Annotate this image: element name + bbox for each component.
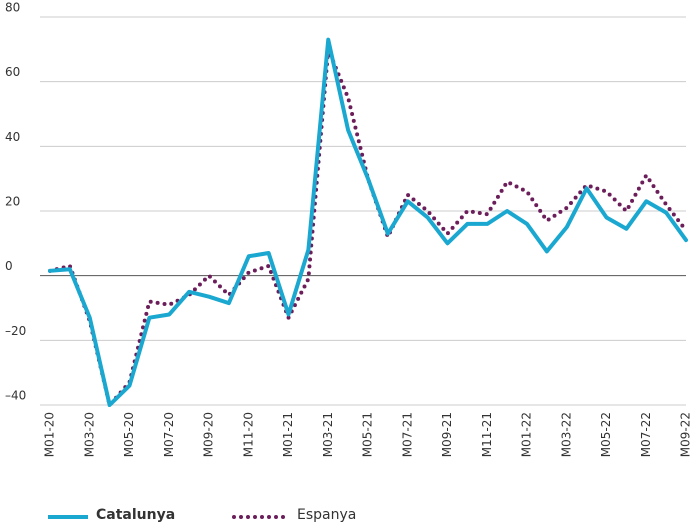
x-tick-label: M11-21 [480, 412, 494, 457]
x-tick-label: M01-22 [520, 412, 534, 457]
y-tick-label: –40 [5, 389, 26, 403]
x-tick-label: M11-20 [241, 412, 255, 457]
x-tick-label: M07-22 [639, 412, 653, 457]
x-tick-label: M09-21 [440, 412, 454, 457]
series-line [48, 47, 688, 407]
x-tick-label: M03-21 [321, 412, 335, 457]
y-tick-label: –20 [5, 324, 26, 338]
x-tick-label: M01-20 [43, 412, 57, 457]
x-tick-label: M07-21 [400, 412, 414, 457]
y-tick-label: 0 [5, 259, 13, 273]
x-tick-label: M05-20 [122, 412, 136, 457]
x-tick-label: M05-22 [599, 412, 613, 457]
y-tick-label: 60 [5, 65, 20, 79]
series-line [48, 37, 688, 407]
x-tick-label: M03-22 [559, 412, 573, 457]
x-tick-label: M05-21 [361, 412, 375, 457]
x-tick-label: M09-22 [679, 412, 693, 457]
x-tick-label: M09-20 [202, 412, 216, 457]
y-tick-label: 20 [5, 195, 20, 209]
y-tick-label: 80 [5, 1, 20, 15]
y-tick-label: 40 [5, 130, 20, 144]
legend-label: Catalunya [96, 507, 175, 523]
x-tick-label: M07-20 [162, 412, 176, 457]
legend-label: Espanya [297, 507, 356, 523]
x-tick-label: M01-21 [281, 412, 295, 457]
x-tick-label: M03-20 [82, 412, 96, 457]
